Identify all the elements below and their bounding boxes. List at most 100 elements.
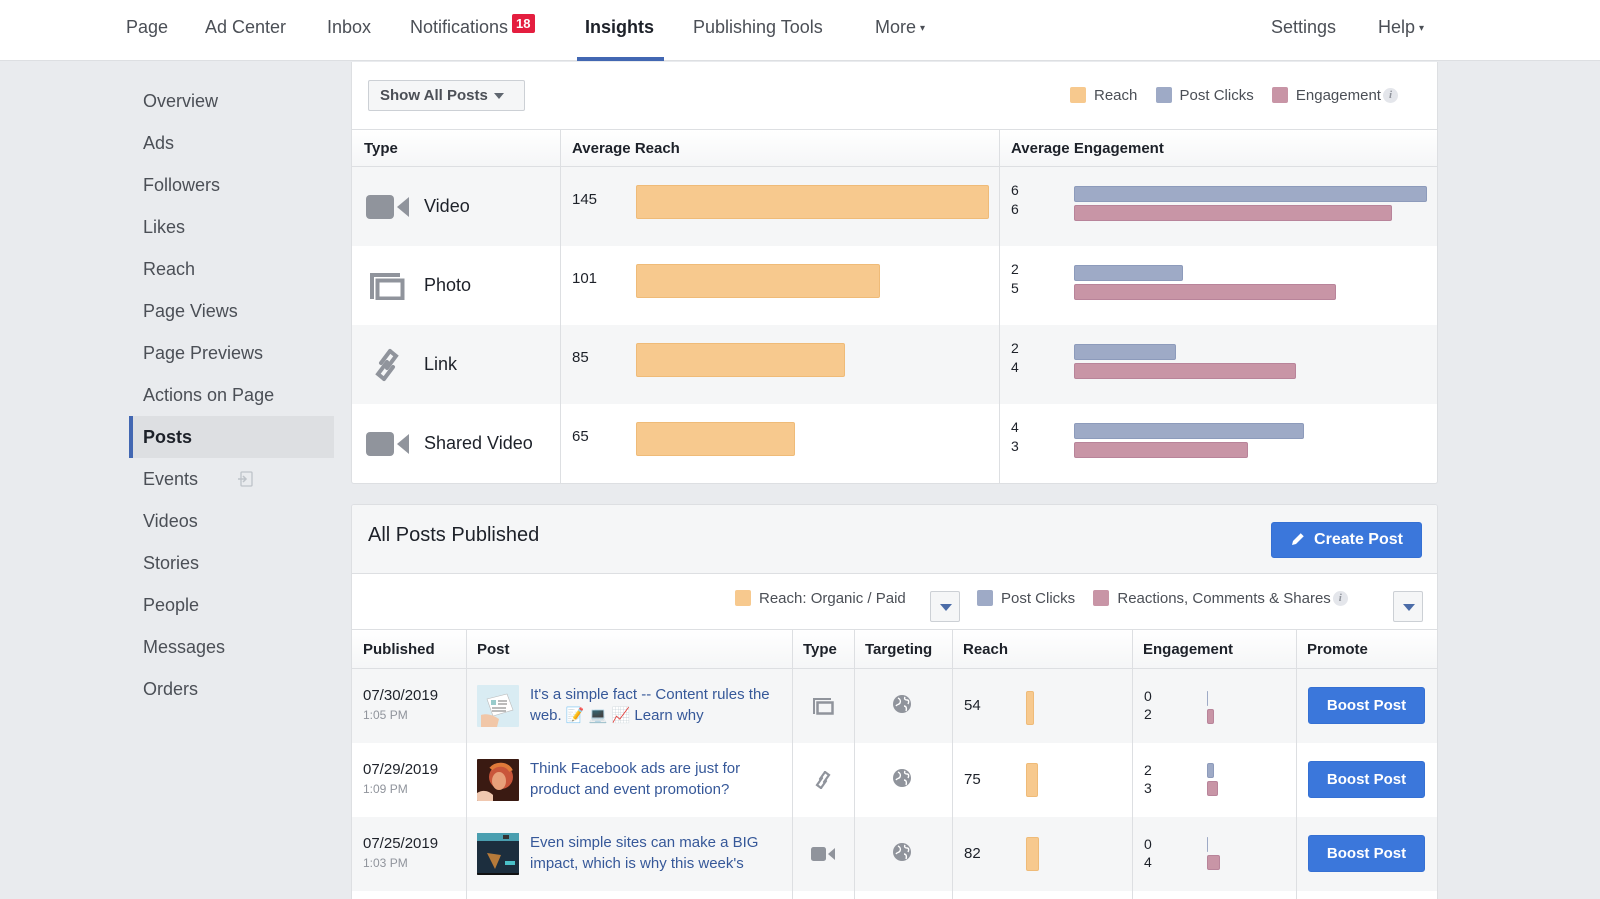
post-thumbnail[interactable] — [477, 759, 519, 801]
legend-reach: Reach — [1070, 87, 1137, 104]
video-icon — [811, 847, 835, 861]
sidebar-item-stories[interactable]: Stories — [143, 553, 200, 573]
reach-bar — [1026, 691, 1034, 725]
engagement-bar — [1074, 284, 1336, 300]
legend-post-clicks: Post Clicks — [1155, 87, 1254, 104]
info-icon[interactable]: i — [1332, 591, 1348, 606]
summary-row-video: Video 145 6 6 — [352, 167, 1437, 246]
sidebar-item-people[interactable]: People — [143, 595, 200, 615]
external-link-icon — [238, 471, 253, 487]
post-thumbnail[interactable] — [477, 685, 519, 727]
engagement-bar — [1074, 442, 1248, 458]
boost-post-button[interactable]: Boost Post — [1308, 835, 1425, 872]
all-posts-title: All Posts Published — [368, 524, 540, 546]
reach-options-dropdown[interactable] — [930, 591, 960, 622]
video-icon — [366, 195, 409, 219]
sidebar-item-messages[interactable]: Messages — [143, 637, 226, 657]
create-post-label: Create Post — [1314, 531, 1403, 548]
nav-more[interactable]: More ▾ — [875, 17, 925, 38]
boost-post-button[interactable]: Boost Post — [1308, 761, 1425, 798]
column-divider — [792, 629, 793, 899]
all-posts-card: All Posts Published Create Post Reach: O… — [351, 504, 1438, 899]
column-divider — [560, 129, 561, 483]
show-all-posts-dropdown[interactable]: Show All Posts — [368, 80, 525, 111]
posts-legend-2: Post Clicks Reactions, Comments & Shares… — [977, 590, 1348, 607]
post-clicks-bar — [1074, 186, 1427, 202]
caret-down-icon: ▾ — [1419, 22, 1425, 34]
info-icon[interactable]: i — [1382, 88, 1398, 103]
caret-down-icon: ▾ — [920, 22, 926, 34]
table-row: 07/25/2019 1:03 PM Even simple sites can… — [352, 817, 1437, 891]
post-clicks-value: 0 — [1144, 836, 1152, 852]
sidebar-item-likes[interactable]: Likes — [143, 217, 186, 237]
reach-value: 101 — [572, 270, 598, 287]
engagement-value: 3 — [1011, 438, 1019, 454]
reach-value: 145 — [572, 191, 598, 208]
sidebar-item-reach[interactable]: Reach — [143, 259, 196, 279]
header-promote: Promote — [1307, 641, 1368, 658]
nav-ad-center[interactable]: Ad Center — [205, 17, 287, 37]
summary-row-shared-video: Shared Video 65 4 3 — [352, 404, 1437, 483]
nav-inbox[interactable]: Inbox — [327, 17, 372, 37]
post-clicks-value: 2 — [1011, 261, 1019, 277]
engagement-options-dropdown[interactable] — [1393, 591, 1423, 622]
sidebar-item-posts[interactable]: Posts — [129, 416, 334, 458]
column-divider — [1296, 629, 1297, 899]
nav-notifications[interactable]: Notifications 18 — [410, 14, 535, 38]
engagement-value: 4 — [1011, 359, 1019, 375]
sidebar-item-actions-on-page[interactable]: Actions on Page — [143, 385, 275, 405]
create-post-button[interactable]: Create Post — [1271, 522, 1422, 558]
globe-icon — [893, 695, 911, 713]
engagement-bar — [1207, 709, 1214, 724]
post-link[interactable]: Think Facebook ads are just for product … — [530, 760, 741, 798]
post-thumbnail[interactable] — [477, 833, 519, 875]
sidebar-item-followers[interactable]: Followers — [143, 175, 221, 195]
post-clicks-bar — [1207, 837, 1208, 852]
boost-post-button[interactable]: Boost Post — [1308, 687, 1425, 724]
nav-publishing-tools[interactable]: Publishing Tools — [693, 17, 823, 37]
post-clicks-value: 4 — [1011, 419, 1019, 435]
post-clicks-bar — [1207, 763, 1214, 778]
top-nav: Page Ad Center Inbox Notifications 18 Ins… — [0, 0, 1600, 61]
engagement-value: 6 — [1011, 201, 1019, 217]
legend-post-clicks: Post Clicks — [977, 590, 1075, 607]
post-clicks-value: 2 — [1011, 340, 1019, 356]
sidebar-item-overview[interactable]: Overview — [143, 91, 219, 111]
post-link[interactable]: Even simple sites can make a BIG impact,… — [530, 834, 759, 872]
sidebar-item-orders[interactable]: Orders — [143, 679, 199, 699]
legend-label: Reactions, Comments & Shares — [1117, 590, 1331, 607]
sidebar-item-events[interactable]: Events — [129, 458, 334, 500]
active-tab-indicator — [577, 57, 664, 61]
reach-bar — [636, 422, 795, 456]
reach-bar — [1026, 837, 1039, 871]
type-label: Link — [424, 354, 458, 374]
nav-help[interactable]: Help ▾ — [1378, 17, 1424, 38]
sidebar-item-videos[interactable]: Videos — [143, 511, 198, 531]
post-link[interactable]: It's a simple fact -- Content rules the … — [530, 686, 770, 724]
publish-time: 1:03 PM — [363, 856, 408, 870]
nav-insights[interactable]: Insights — [585, 17, 655, 37]
nav-help-label: Help — [1378, 17, 1416, 37]
type-label: Photo — [424, 275, 472, 295]
sidebar-item-page-views[interactable]: Page Views — [143, 301, 238, 321]
sidebar-item-ads[interactable]: Ads — [143, 133, 175, 153]
header-published[interactable]: Published — [363, 641, 435, 658]
reach-value: 82 — [964, 845, 981, 862]
reach-value: 65 — [572, 428, 589, 445]
nav-page[interactable]: Page — [126, 17, 169, 37]
summary-row-link: Link 85 2 4 — [352, 325, 1437, 404]
post-clicks-swatch — [977, 590, 993, 606]
post-clicks-bar — [1074, 265, 1183, 281]
sidebar-item-events-label: Events — [143, 469, 199, 489]
reach-swatch — [735, 590, 751, 606]
globe-icon — [893, 843, 911, 861]
summary-legend: Reach Post Clicks Engagement i — [1070, 87, 1398, 104]
legend-label: Engagement — [1295, 87, 1381, 104]
header-reach[interactable]: Reach — [963, 641, 1009, 658]
sidebar-item-page-previews[interactable]: Page Previews — [143, 343, 264, 363]
header-engagement[interactable]: Engagement — [1143, 641, 1234, 658]
nav-settings[interactable]: Settings — [1271, 17, 1337, 37]
globe-icon — [893, 769, 911, 787]
link-icon — [375, 349, 399, 381]
post-clicks-bar — [1074, 423, 1304, 439]
